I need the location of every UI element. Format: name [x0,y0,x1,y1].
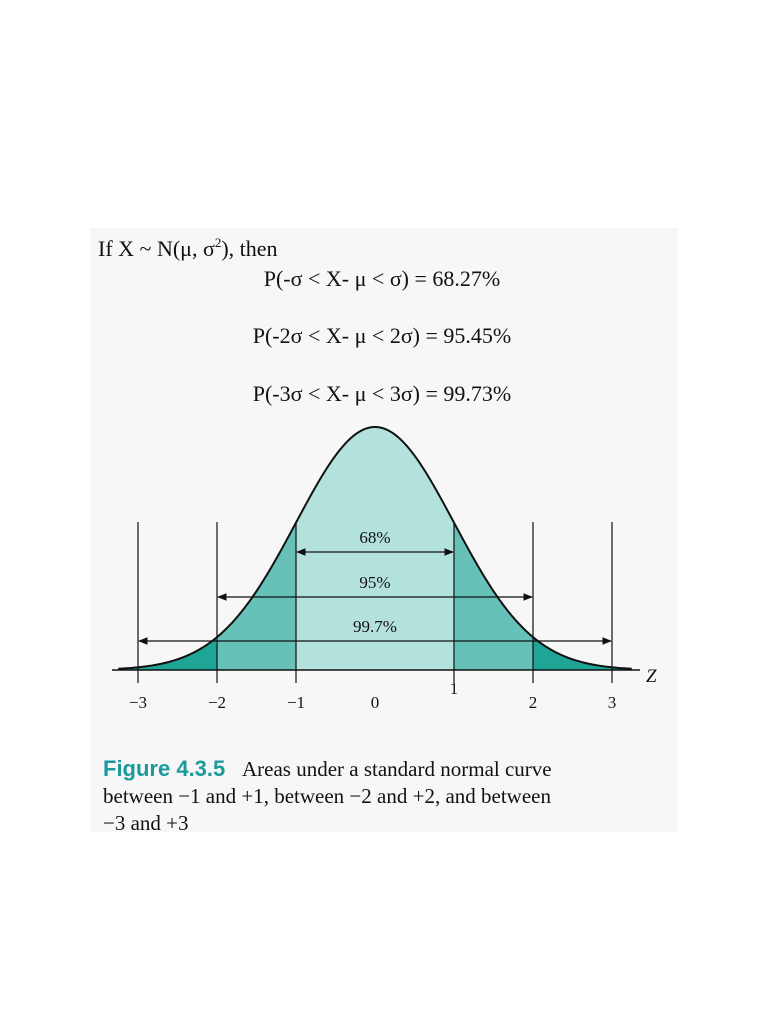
tick-label: −1 [287,693,305,712]
tick-label: −3 [129,693,147,712]
tick-label: 2 [529,693,538,712]
superscript: 2 [215,235,222,250]
caption-text: between −1 and +1, between −2 and +2, an… [103,784,551,808]
tail-area [533,637,632,670]
formula: P(-σ < X- μ < σ) = 68.27% [264,266,501,291]
intro-text: If X ~ N(μ, σ [98,236,215,261]
intro: If X ~ N(μ, σ2), then [98,235,278,261]
interval-label: 68% [359,528,390,547]
tick-label: −2 [208,693,226,712]
formula: P(-2σ < X- μ < 2σ) = 95.45% [253,323,512,348]
curve [118,426,632,670]
interval-label: 95% [359,573,390,592]
caption-text: Areas under a standard normal curve [242,757,552,781]
caption-label: Figure 4.3.5 [103,756,225,781]
axis-label: Z [646,666,657,687]
normal-curve-figure: 68% 95% 99.7% −3 −2 −1 0 1 2 3 Z [112,426,657,712]
interval-label: 99.7% [353,617,397,636]
tick-label: 1 [450,679,459,698]
tick-label: 0 [371,693,380,712]
tail-area [118,637,217,670]
tick-label: 3 [608,693,617,712]
formula: P(-3σ < X- μ < 3σ) = 99.73% [253,381,512,406]
caption-text: −3 and +3 [103,811,189,835]
intro-text: ), then [221,236,277,261]
